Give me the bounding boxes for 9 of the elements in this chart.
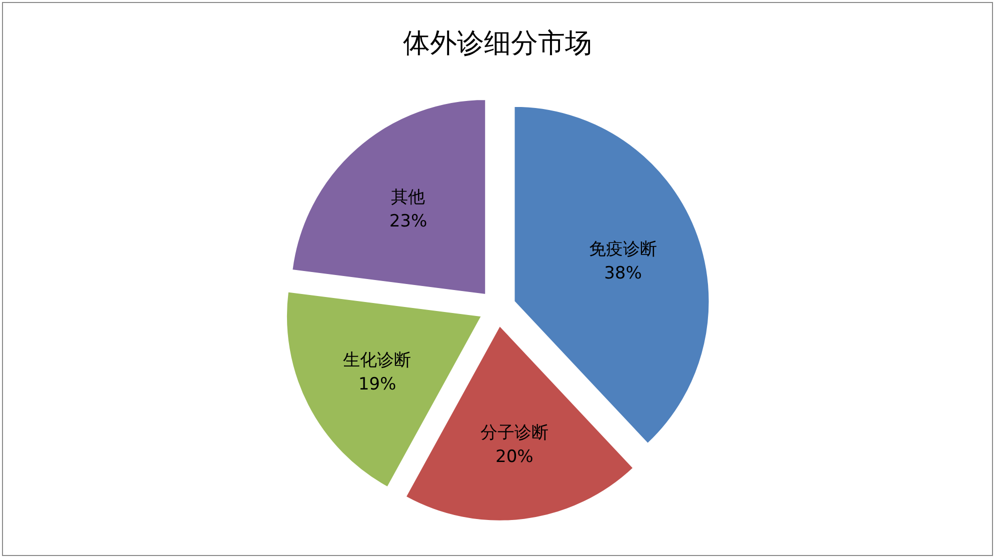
chart-title: 体外诊细分市场 <box>403 28 592 59</box>
data-label: 23% <box>389 212 428 232</box>
data-label: 20% <box>496 446 534 467</box>
data-label: 19% <box>358 374 396 394</box>
slice-label: 生化诊断 <box>343 350 412 370</box>
slice-label: 其他 <box>391 188 426 208</box>
slice-label: 免疫诊断 <box>589 239 658 260</box>
data-label: 38% <box>604 263 642 284</box>
slice-label: 分子诊断 <box>480 422 548 443</box>
